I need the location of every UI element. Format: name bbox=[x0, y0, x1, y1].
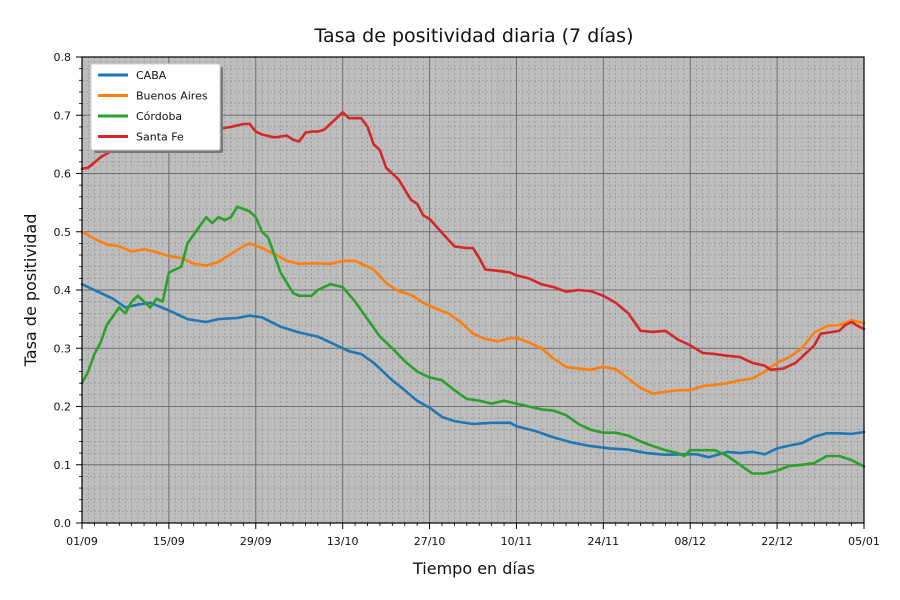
y-tick-label: 0.3 bbox=[54, 342, 72, 355]
x-tick-label: 15/09 bbox=[153, 535, 185, 548]
y-axis-label: Tasa de positividad bbox=[21, 214, 40, 368]
x-tick-label: 08/12 bbox=[674, 535, 706, 548]
legend-label: Córdoba bbox=[136, 110, 182, 123]
legend-label: Buenos Aires bbox=[136, 90, 208, 103]
legend-label: Santa Fe bbox=[136, 131, 184, 144]
y-tick-label: 0.8 bbox=[54, 51, 72, 64]
y-tick-label: 0.4 bbox=[54, 284, 72, 297]
x-axis: 01/09 15/09 29/09 13/10 27/10 10/11 24/11 08/12… bbox=[66, 523, 880, 548]
legend-box bbox=[90, 63, 221, 151]
y-tick-label: 0.2 bbox=[54, 401, 72, 414]
legend-label: CABA bbox=[136, 69, 167, 82]
y-tick-label: 0.1 bbox=[54, 459, 72, 472]
series-layer bbox=[80, 111, 866, 475]
chart-title: Tasa de positividad diaria (7 días) bbox=[314, 25, 634, 47]
y-tick-label: 0.0 bbox=[54, 517, 72, 530]
y-tick-label: 0.5 bbox=[54, 226, 72, 239]
y-tick-label: 0.6 bbox=[54, 168, 72, 181]
x-tick-label: 10/11 bbox=[501, 535, 533, 548]
series-line-caba bbox=[80, 282, 866, 459]
x-tick-label: 24/11 bbox=[587, 535, 619, 548]
y-axis: 0.0 0.1 0.2 0.3 0.4 0.5 0.6 0.7 0.8 bbox=[54, 51, 82, 530]
x-tick-label: 29/09 bbox=[240, 535, 272, 548]
legend: CABA Buenos Aires Córdoba Santa Fe bbox=[90, 63, 223, 153]
series-line-santa-fe bbox=[80, 111, 866, 372]
x-tick-label: 27/10 bbox=[414, 535, 446, 548]
x-tick-label: 22/12 bbox=[761, 535, 793, 548]
x-tick-label: 13/10 bbox=[327, 535, 359, 548]
series-line-buenos-aires bbox=[80, 230, 866, 395]
series-line-c-rdoba bbox=[80, 205, 866, 475]
x-axis-label: Tiempo en días bbox=[412, 559, 535, 578]
x-tick-label: 01/09 bbox=[66, 535, 98, 548]
x-tick-label: 05/01 bbox=[848, 535, 880, 548]
y-tick-label: 0.7 bbox=[54, 109, 72, 122]
